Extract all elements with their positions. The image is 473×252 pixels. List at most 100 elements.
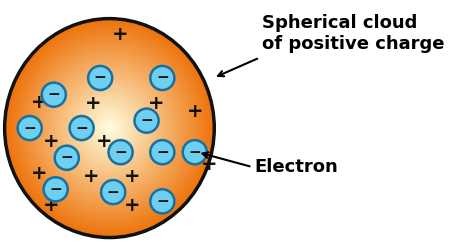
Ellipse shape [22, 36, 197, 220]
Text: +: + [83, 167, 99, 186]
Ellipse shape [15, 29, 204, 227]
Ellipse shape [7, 21, 211, 235]
Ellipse shape [94, 112, 125, 144]
Ellipse shape [63, 80, 155, 176]
Ellipse shape [65, 82, 154, 175]
Ellipse shape [20, 35, 199, 221]
Text: −: − [75, 120, 88, 136]
Ellipse shape [61, 77, 158, 179]
Ellipse shape [150, 140, 175, 164]
Ellipse shape [96, 114, 123, 142]
Ellipse shape [87, 105, 131, 151]
Ellipse shape [88, 66, 112, 90]
Text: −: − [114, 145, 127, 160]
Ellipse shape [18, 32, 201, 224]
Ellipse shape [108, 140, 132, 164]
Ellipse shape [80, 98, 138, 158]
Text: +: + [85, 94, 101, 113]
Ellipse shape [9, 23, 210, 233]
Ellipse shape [150, 66, 175, 90]
Ellipse shape [56, 72, 163, 184]
Text: +: + [123, 197, 140, 215]
Ellipse shape [34, 49, 185, 207]
Ellipse shape [70, 116, 94, 140]
Ellipse shape [90, 108, 129, 149]
Ellipse shape [14, 28, 205, 228]
Text: +: + [96, 132, 112, 150]
Text: −: − [156, 145, 169, 160]
Ellipse shape [6, 20, 213, 236]
Ellipse shape [107, 125, 112, 131]
Ellipse shape [100, 118, 119, 138]
Ellipse shape [66, 83, 153, 173]
Ellipse shape [73, 90, 146, 166]
Ellipse shape [48, 64, 171, 192]
Ellipse shape [17, 31, 202, 225]
Ellipse shape [183, 140, 207, 164]
Ellipse shape [55, 146, 79, 170]
Ellipse shape [46, 62, 172, 194]
Text: +: + [123, 167, 140, 186]
Ellipse shape [104, 123, 114, 134]
Ellipse shape [27, 42, 192, 214]
Ellipse shape [45, 61, 174, 195]
Ellipse shape [24, 39, 194, 217]
Text: −: − [156, 194, 169, 209]
Text: −: − [49, 182, 62, 197]
Ellipse shape [95, 113, 124, 143]
Ellipse shape [57, 73, 162, 183]
Ellipse shape [39, 54, 180, 202]
Text: Spherical cloud
of positive charge: Spherical cloud of positive charge [262, 14, 444, 53]
Ellipse shape [134, 109, 158, 133]
Ellipse shape [97, 116, 121, 140]
Ellipse shape [77, 94, 142, 162]
Ellipse shape [40, 55, 179, 201]
Text: +: + [31, 164, 47, 183]
Ellipse shape [82, 99, 137, 157]
Text: −: − [47, 87, 60, 102]
Ellipse shape [37, 53, 182, 203]
Ellipse shape [19, 34, 200, 223]
Ellipse shape [71, 88, 148, 168]
Ellipse shape [85, 102, 134, 154]
Text: −: − [156, 71, 169, 85]
Text: −: − [188, 145, 201, 160]
Ellipse shape [74, 91, 145, 165]
Ellipse shape [68, 84, 151, 172]
Text: −: − [140, 113, 153, 128]
Text: −: − [61, 150, 73, 165]
Ellipse shape [75, 92, 143, 164]
Ellipse shape [58, 75, 160, 181]
Ellipse shape [102, 120, 117, 136]
Ellipse shape [23, 38, 196, 218]
Ellipse shape [60, 76, 159, 180]
Ellipse shape [69, 86, 150, 171]
Ellipse shape [92, 110, 126, 146]
Ellipse shape [35, 50, 184, 206]
Ellipse shape [70, 87, 149, 169]
Text: +: + [148, 94, 164, 113]
Ellipse shape [36, 51, 183, 205]
Ellipse shape [11, 25, 208, 231]
Ellipse shape [42, 83, 66, 107]
Text: −: − [23, 120, 36, 136]
Text: −: − [94, 71, 106, 85]
Ellipse shape [86, 104, 133, 153]
Ellipse shape [78, 95, 141, 161]
Text: +: + [186, 102, 203, 121]
Ellipse shape [44, 177, 68, 201]
Ellipse shape [51, 67, 168, 190]
Text: +: + [31, 92, 47, 112]
Ellipse shape [54, 71, 165, 185]
Text: −: − [107, 184, 120, 200]
Text: +: + [43, 132, 59, 150]
Ellipse shape [43, 58, 176, 198]
Text: Electron: Electron [254, 158, 338, 176]
Ellipse shape [41, 57, 177, 199]
Text: +: + [112, 25, 129, 44]
Ellipse shape [5, 19, 214, 238]
Ellipse shape [49, 65, 170, 191]
Ellipse shape [101, 180, 125, 204]
Ellipse shape [83, 101, 136, 155]
Ellipse shape [103, 121, 116, 135]
